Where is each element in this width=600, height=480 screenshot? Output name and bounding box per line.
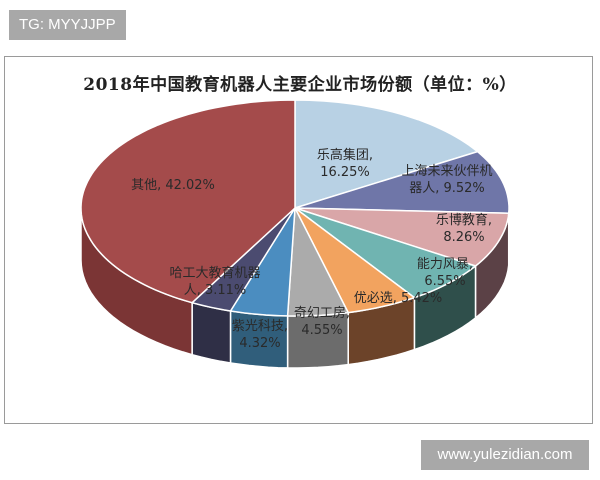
label-ubtech-name: 优必选, 5.42% (353, 291, 443, 306)
pie-top-faces (80, 99, 510, 317)
watermark-top: TG: MYYJJPP (9, 10, 126, 40)
label-ziguang: 紫光科技, 4.32% (220, 318, 300, 352)
label-other-name: 其他, 42.02% (131, 178, 215, 193)
label-lego-name: 乐高集团, (316, 148, 374, 163)
label-ubtech: 优必选, 5.42% (348, 290, 448, 307)
label-nengli-name: 能力风暴, (416, 257, 474, 272)
pie-slice-3 (294, 207, 477, 299)
pie-slice-2 (294, 207, 510, 267)
label-lebo-name: 乐博教育, (435, 213, 493, 228)
label-hagongda-name: 哈工大教育机器 (169, 266, 261, 281)
pie-slice-4 (294, 207, 416, 314)
label-lego: 乐高集团, 16.25% (300, 147, 390, 181)
watermark-bottom: www.yulezidian.com (421, 440, 589, 470)
label-qihuan: 奇幻工房, 4.55% (282, 305, 362, 339)
label-nengli-value: 6.55% (424, 274, 466, 289)
label-ziguang-value: 4.32% (239, 336, 281, 351)
label-ziguang-name: 紫光科技, (231, 319, 289, 334)
label-lebo: 乐博教育, 8.26% (424, 212, 504, 246)
label-hagongda-value: 人, 3.11% (183, 283, 247, 298)
label-nengli: 能力风暴, 6.55% (405, 256, 485, 290)
label-qihuan-value: 4.55% (301, 323, 343, 338)
label-shanghai: 上海未来伙伴机 器人, 9.52% (382, 163, 512, 197)
label-other: 其他, 42.02% (108, 177, 238, 194)
pie-slice-7 (191, 207, 296, 312)
pie-slice-5 (286, 207, 349, 317)
label-shanghai-name: 上海未来伙伴机 (401, 164, 493, 179)
label-shanghai-value: 器人, 9.52% (409, 181, 485, 196)
chart-title: 2018年中国教育机器人主要企业市场份额（单位：%） (83, 75, 517, 95)
label-qihuan-name: 奇幻工房, (293, 306, 351, 321)
label-lebo-value: 8.26% (443, 230, 485, 245)
pie-slice-8 (80, 99, 296, 304)
label-lego-value: 16.25% (320, 165, 370, 180)
pie-slice-1 (294, 150, 510, 214)
pie-slice-0 (294, 99, 479, 209)
label-hagongda: 哈工大教育机器 人, 3.11% (150, 265, 280, 299)
